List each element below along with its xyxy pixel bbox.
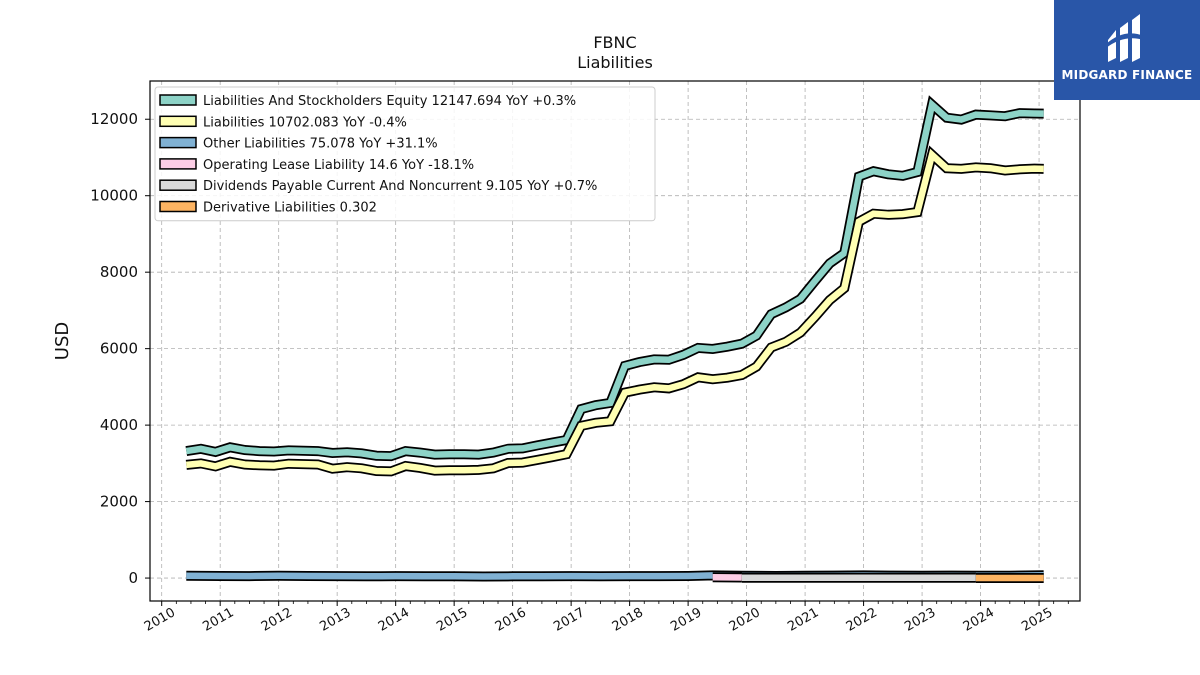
x-tick-label: 2013	[317, 605, 353, 635]
legend-swatch	[159, 136, 197, 149]
y-tick-label: 8000	[100, 263, 138, 281]
legend-label: Dividends Payable Current And Noncurrent…	[203, 179, 597, 194]
legend-label: Liabilities 10702.083 YoY -0.4%	[203, 115, 407, 130]
series-line-liabilities-and-stockholders-equity	[185, 98, 1044, 460]
legend-label: Derivative Liabilities 0.302	[203, 201, 377, 216]
legend-label: Liabilities And Stockholders Equity 1214…	[203, 94, 576, 109]
x-tick-label: 2015	[434, 605, 470, 635]
legend-box	[154, 86, 656, 222]
x-tick-label: 2011	[200, 605, 236, 635]
y-tick-label: 4000	[100, 416, 138, 434]
y-tick-label: 6000	[100, 340, 138, 358]
x-tick-label: 2021	[785, 605, 821, 635]
x-tick-label: 2016	[493, 605, 529, 635]
midgard-finance-logo: MIDGARD FINANCE	[1054, 0, 1200, 100]
legend-label: Operating Lease Liability 14.6 YoY -18.1…	[203, 158, 474, 173]
series-line-liabilities	[185, 148, 1044, 475]
legend-swatch	[159, 200, 197, 213]
legend-swatch	[159, 158, 197, 170]
x-tick-label: 2012	[259, 605, 295, 635]
y-tick-label: 10000	[90, 187, 138, 205]
x-tick-label: 2017	[551, 605, 587, 635]
x-tick-label: 2023	[902, 605, 938, 635]
x-tick-label: 2019	[668, 605, 704, 635]
y-tick-label: 2000	[100, 493, 138, 511]
x-tick-label: 2010	[142, 605, 178, 635]
x-tick-label: 2020	[727, 605, 763, 635]
legend-swatch	[159, 115, 197, 128]
y-tick-label: 0	[128, 569, 138, 587]
legend-label: Other Liabilities 75.078 YoY +31.1%	[203, 137, 438, 152]
logo-text: MIDGARD FINANCE	[1061, 68, 1193, 82]
x-tick-label: 2014	[376, 605, 412, 635]
series-lines	[185, 95, 1044, 583]
legend: Liabilities And Stockholders Equity 1214…	[154, 86, 656, 222]
x-tick-label: 2022	[844, 605, 880, 635]
legend-swatch	[159, 179, 197, 191]
y-tick-label: 12000	[90, 110, 138, 128]
chart-subtitle: Liabilities	[577, 53, 653, 72]
x-tick-label: 2018	[610, 605, 646, 635]
x-tick-label: 2024	[961, 605, 997, 635]
chart-title: FBNC	[593, 33, 636, 52]
logo-mark-icon	[1106, 14, 1144, 62]
legend-swatch	[159, 94, 197, 106]
y-axis-label: USD	[52, 322, 73, 360]
x-tick-label: 2025	[1019, 605, 1055, 635]
